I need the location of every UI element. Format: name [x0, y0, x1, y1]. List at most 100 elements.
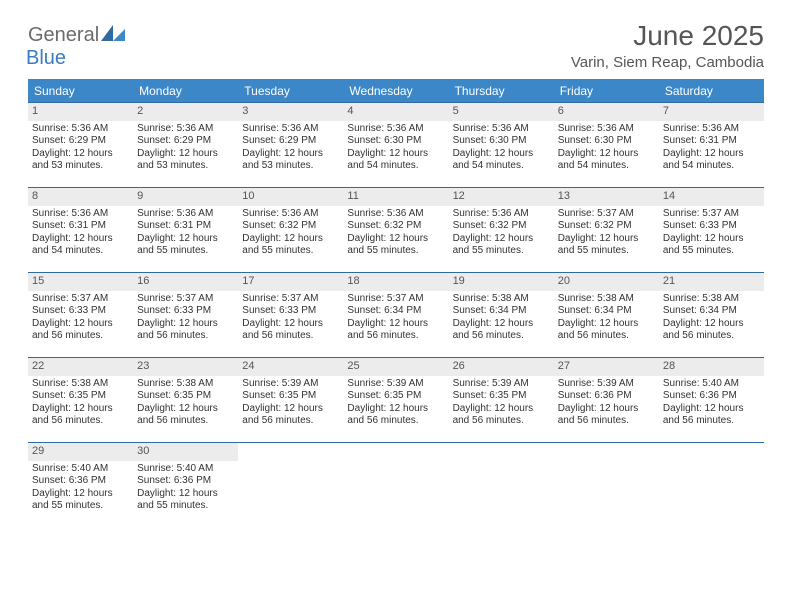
sunset-line: Sunset: 6:34 PM [453, 305, 550, 318]
daylight-line: Daylight: 12 hours and 56 minutes. [663, 318, 760, 343]
daylight-line: Daylight: 12 hours and 55 minutes. [32, 488, 129, 513]
sunset-line: Sunset: 6:33 PM [663, 220, 760, 233]
sunset-line: Sunset: 6:31 PM [137, 220, 234, 233]
day-number: 16 [133, 273, 238, 291]
week-row: 1Sunrise: 5:36 AMSunset: 6:29 PMDaylight… [28, 102, 764, 187]
day-number: 6 [554, 103, 659, 121]
sunrise-line: Sunrise: 5:36 AM [32, 123, 129, 136]
sunset-line: Sunset: 6:36 PM [137, 475, 234, 488]
sunrise-line: Sunrise: 5:36 AM [663, 123, 760, 136]
day-number: 15 [28, 273, 133, 291]
day-number: 9 [133, 188, 238, 206]
title-block: June 2025 Varin, Siem Reap, Cambodia [571, 20, 764, 71]
daylight-line: Daylight: 12 hours and 56 minutes. [453, 403, 550, 428]
weekday-header: Thursday [449, 80, 554, 102]
day-cell: 29Sunrise: 5:40 AMSunset: 6:36 PMDayligh… [28, 443, 133, 527]
daylight-line: Daylight: 12 hours and 55 minutes. [137, 488, 234, 513]
daylight-line: Daylight: 12 hours and 56 minutes. [242, 318, 339, 343]
daylight-line: Daylight: 12 hours and 56 minutes. [453, 318, 550, 343]
daylight-line: Daylight: 12 hours and 54 minutes. [663, 148, 760, 173]
day-cell: 27Sunrise: 5:39 AMSunset: 6:36 PMDayligh… [554, 358, 659, 442]
sunset-line: Sunset: 6:36 PM [32, 475, 129, 488]
sunset-line: Sunset: 6:35 PM [137, 390, 234, 403]
daylight-line: Daylight: 12 hours and 54 minutes. [32, 233, 129, 258]
day-number: 12 [449, 188, 554, 206]
sunrise-line: Sunrise: 5:38 AM [32, 378, 129, 391]
daylight-line: Daylight: 12 hours and 55 minutes. [137, 233, 234, 258]
week-row: 8Sunrise: 5:36 AMSunset: 6:31 PMDaylight… [28, 187, 764, 272]
day-number: 25 [343, 358, 448, 376]
logo-text: General Blue [28, 24, 125, 70]
sunset-line: Sunset: 6:31 PM [32, 220, 129, 233]
week-row: 15Sunrise: 5:37 AMSunset: 6:33 PMDayligh… [28, 272, 764, 357]
day-cell: 10Sunrise: 5:36 AMSunset: 6:32 PMDayligh… [238, 188, 343, 272]
daylight-line: Daylight: 12 hours and 55 minutes. [347, 233, 444, 258]
day-number: 19 [449, 273, 554, 291]
day-cell: 12Sunrise: 5:36 AMSunset: 6:32 PMDayligh… [449, 188, 554, 272]
day-number: 23 [133, 358, 238, 376]
day-cell: 7Sunrise: 5:36 AMSunset: 6:31 PMDaylight… [659, 103, 764, 187]
logo-text-blue: Blue [26, 47, 66, 69]
day-number: 2 [133, 103, 238, 121]
sunset-line: Sunset: 6:35 PM [347, 390, 444, 403]
sunset-line: Sunset: 6:30 PM [347, 135, 444, 148]
sunset-line: Sunset: 6:34 PM [347, 305, 444, 318]
day-cell: 15Sunrise: 5:37 AMSunset: 6:33 PMDayligh… [28, 273, 133, 357]
day-cell: 25Sunrise: 5:39 AMSunset: 6:35 PMDayligh… [343, 358, 448, 442]
day-cell: 24Sunrise: 5:39 AMSunset: 6:35 PMDayligh… [238, 358, 343, 442]
sunset-line: Sunset: 6:33 PM [32, 305, 129, 318]
day-cell: 1Sunrise: 5:36 AMSunset: 6:29 PMDaylight… [28, 103, 133, 187]
empty-day-cell [449, 443, 554, 527]
daylight-line: Daylight: 12 hours and 56 minutes. [558, 318, 655, 343]
sunset-line: Sunset: 6:30 PM [453, 135, 550, 148]
sunrise-line: Sunrise: 5:39 AM [558, 378, 655, 391]
sunrise-line: Sunrise: 5:38 AM [663, 293, 760, 306]
weekday-header: Sunday [28, 80, 133, 102]
daylight-line: Daylight: 12 hours and 55 minutes. [242, 233, 339, 258]
day-number: 10 [238, 188, 343, 206]
weekday-header: Saturday [659, 80, 764, 102]
sunrise-line: Sunrise: 5:36 AM [453, 208, 550, 221]
day-number: 14 [659, 188, 764, 206]
day-number: 7 [659, 103, 764, 121]
day-cell: 14Sunrise: 5:37 AMSunset: 6:33 PMDayligh… [659, 188, 764, 272]
day-number: 17 [238, 273, 343, 291]
day-number: 28 [659, 358, 764, 376]
day-cell: 13Sunrise: 5:37 AMSunset: 6:32 PMDayligh… [554, 188, 659, 272]
day-number: 1 [28, 103, 133, 121]
day-number: 30 [133, 443, 238, 461]
daylight-line: Daylight: 12 hours and 54 minutes. [347, 148, 444, 173]
day-cell: 5Sunrise: 5:36 AMSunset: 6:30 PMDaylight… [449, 103, 554, 187]
sunrise-line: Sunrise: 5:38 AM [453, 293, 550, 306]
daylight-line: Daylight: 12 hours and 53 minutes. [242, 148, 339, 173]
daylight-line: Daylight: 12 hours and 56 minutes. [242, 403, 339, 428]
day-number: 8 [28, 188, 133, 206]
sunrise-line: Sunrise: 5:40 AM [137, 463, 234, 476]
logo: General Blue [28, 20, 125, 70]
daylight-line: Daylight: 12 hours and 56 minutes. [663, 403, 760, 428]
day-cell: 2Sunrise: 5:36 AMSunset: 6:29 PMDaylight… [133, 103, 238, 187]
sunset-line: Sunset: 6:29 PM [242, 135, 339, 148]
sunrise-line: Sunrise: 5:37 AM [558, 208, 655, 221]
empty-day-cell [238, 443, 343, 527]
daylight-line: Daylight: 12 hours and 56 minutes. [347, 318, 444, 343]
sunrise-line: Sunrise: 5:37 AM [137, 293, 234, 306]
sunset-line: Sunset: 6:35 PM [242, 390, 339, 403]
sunrise-line: Sunrise: 5:36 AM [558, 123, 655, 136]
sunset-line: Sunset: 6:34 PM [558, 305, 655, 318]
location: Varin, Siem Reap, Cambodia [571, 54, 764, 71]
day-cell: 19 Sunrise: 5:38 AMSunset: 6:34 PMDayligh… [449, 273, 554, 357]
sunset-line: Sunset: 6:29 PM [137, 135, 234, 148]
day-number: 20 [554, 273, 659, 291]
sunset-line: Sunset: 6:33 PM [242, 305, 339, 318]
daylight-line: Daylight: 12 hours and 56 minutes. [347, 403, 444, 428]
day-cell: 18Sunrise: 5:37 AMSunset: 6:34 PMDayligh… [343, 273, 448, 357]
day-number: 18 [343, 273, 448, 291]
daylight-line: Daylight: 12 hours and 54 minutes. [558, 148, 655, 173]
day-cell: 4Sunrise: 5:36 AMSunset: 6:30 PMDaylight… [343, 103, 448, 187]
daylight-line: Daylight: 12 hours and 53 minutes. [32, 148, 129, 173]
daylight-line: Daylight: 12 hours and 56 minutes. [32, 403, 129, 428]
daylight-line: Daylight: 12 hours and 54 minutes. [453, 148, 550, 173]
daylight-line: Daylight: 12 hours and 55 minutes. [663, 233, 760, 258]
day-cell: 17Sunrise: 5:37 AMSunset: 6:33 PMDayligh… [238, 273, 343, 357]
